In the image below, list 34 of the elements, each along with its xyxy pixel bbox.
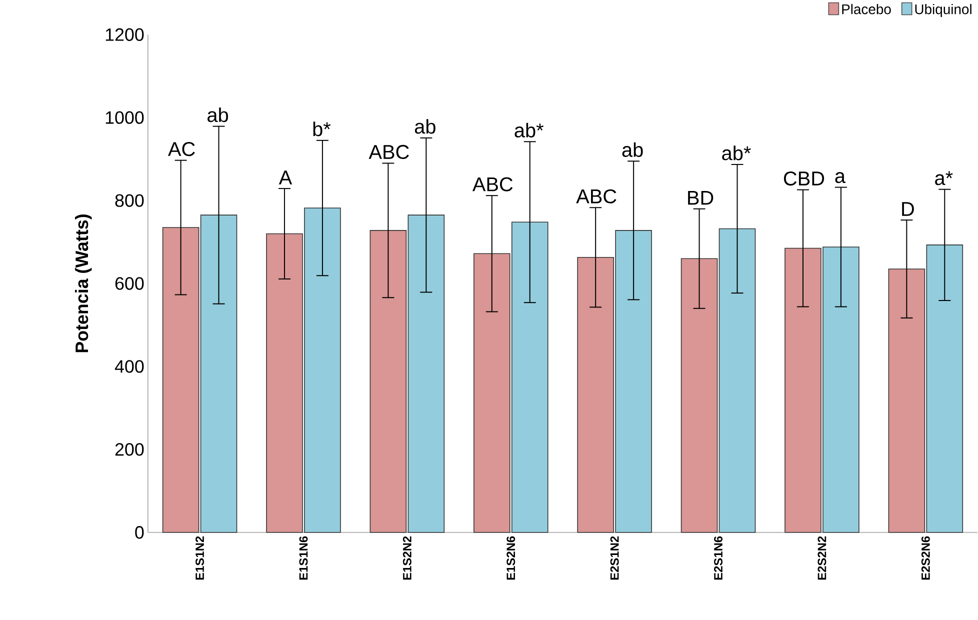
y-tick-label: 1000 [106,111,144,124]
annotation: a [835,172,846,183]
y-tick-label: 200 [115,442,144,456]
annotation: ab [414,118,436,134]
legend-label: Ubiquinol [915,4,972,17]
x-tick-label: E2S1N2 [610,536,619,580]
annotation: D [902,202,914,216]
annotation: CBD [784,171,824,186]
annotation: A [278,170,292,184]
x-tick-label: E1S2N6 [506,536,516,580]
annotation: ABC [368,144,409,159]
annotation: ab [208,107,228,122]
x-tick-label: E1S2N2 [402,536,412,580]
annotation: b* [313,121,331,136]
x-tick-label: E2S1N6 [714,536,722,580]
x-tick-label: E1S1N2 [196,536,204,580]
x-tick-label: E2S2N6 [921,536,930,580]
annotation: ab* [514,122,544,138]
annotation: ABC [472,177,513,192]
y-tick-label: 800 [115,194,144,207]
y-axis-title: Potencia (Watts) [74,214,92,352]
x-tick-label: E1S1N6 [299,536,308,580]
annotation: a* [935,171,953,185]
annotation: ABC [576,189,616,204]
legend-label: Placebo [842,4,891,14]
annotation: ab [622,142,643,157]
y-tick-label: 600 [115,276,144,290]
annotation: AC [168,142,195,156]
annotation: ab* [722,145,751,160]
x-tick-label: E2S2N2 [818,536,826,580]
y-tick-label: 1200 [106,28,144,41]
annotation: BD [688,190,714,204]
y-tick-label: 0 [135,526,144,539]
y-tick-label: 400 [114,360,144,373]
